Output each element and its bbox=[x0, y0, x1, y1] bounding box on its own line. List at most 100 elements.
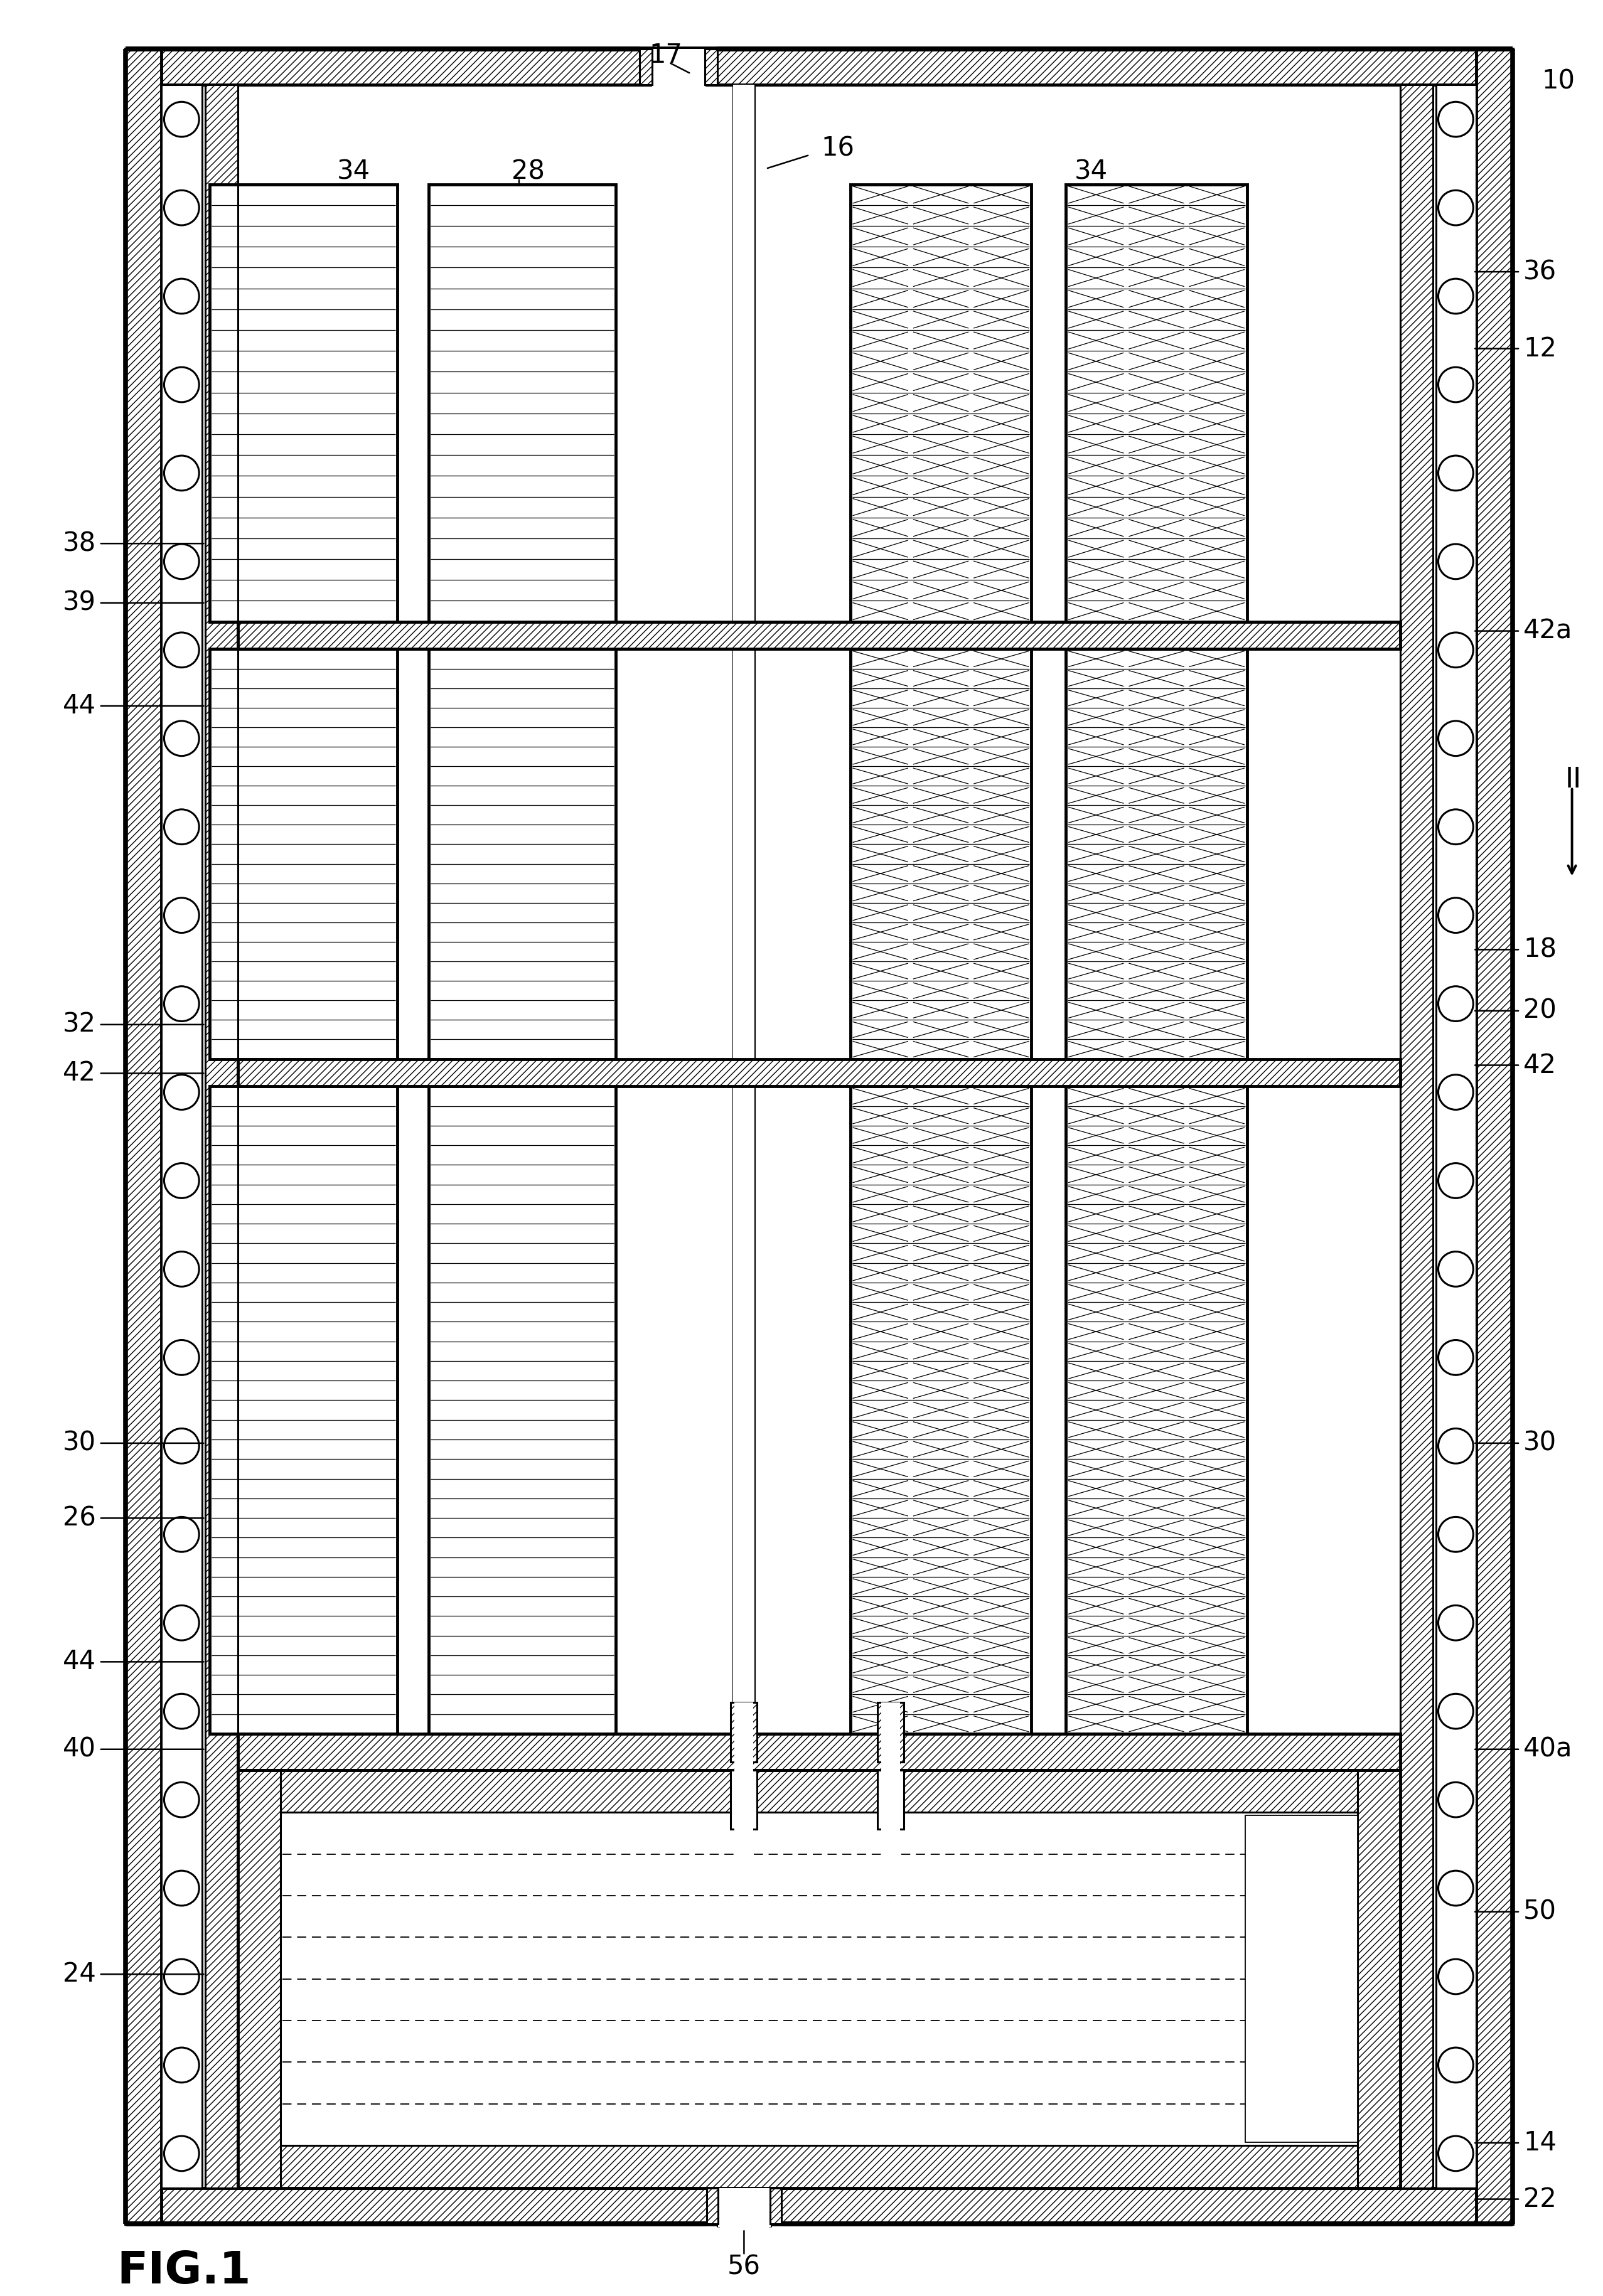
Circle shape bbox=[164, 1605, 199, 1639]
Text: 30: 30 bbox=[1523, 1430, 1557, 1456]
Bar bbox=[705, 48, 717, 85]
Bar bbox=[850, 650, 1031, 1058]
Bar bbox=[731, 1770, 757, 1830]
Circle shape bbox=[1438, 455, 1473, 491]
Circle shape bbox=[1438, 1341, 1473, 1375]
Bar bbox=[237, 2144, 1399, 2188]
Text: 10: 10 bbox=[1542, 69, 1574, 94]
Circle shape bbox=[164, 2135, 199, 2172]
Bar bbox=[1399, 85, 1433, 2188]
Text: 39: 39 bbox=[63, 590, 96, 615]
Circle shape bbox=[1438, 1075, 1473, 1109]
Text: 34: 34 bbox=[1074, 158, 1108, 186]
Bar bbox=[162, 85, 202, 2188]
Bar bbox=[428, 650, 616, 1058]
Circle shape bbox=[164, 721, 199, 755]
Bar bbox=[237, 1733, 1399, 1770]
Bar bbox=[237, 1770, 1399, 1812]
Circle shape bbox=[1438, 898, 1473, 932]
Text: 42: 42 bbox=[1523, 1052, 1557, 1079]
Text: 40a: 40a bbox=[1523, 1736, 1573, 1763]
Circle shape bbox=[164, 367, 199, 402]
Bar bbox=[707, 2188, 718, 2225]
Bar bbox=[882, 1701, 901, 1857]
Circle shape bbox=[164, 987, 199, 1022]
Bar bbox=[1246, 1816, 1358, 2142]
Bar bbox=[734, 1701, 753, 1857]
Circle shape bbox=[164, 631, 199, 668]
Text: 20: 20 bbox=[1523, 999, 1557, 1024]
Bar bbox=[1358, 1770, 1399, 2188]
Text: 17: 17 bbox=[649, 41, 683, 69]
Circle shape bbox=[164, 455, 199, 491]
Text: 30: 30 bbox=[63, 1430, 96, 1456]
Circle shape bbox=[1438, 101, 1473, 138]
Circle shape bbox=[164, 1694, 199, 1729]
Text: 14: 14 bbox=[1523, 2131, 1557, 2156]
Text: 42a: 42a bbox=[1523, 618, 1573, 645]
Bar bbox=[237, 1058, 1399, 1086]
Bar bbox=[237, 622, 1399, 650]
Circle shape bbox=[164, 1782, 199, 1816]
Text: 12: 12 bbox=[1523, 335, 1557, 363]
Text: 22: 22 bbox=[1523, 2186, 1557, 2213]
Circle shape bbox=[164, 1518, 199, 1552]
Bar bbox=[205, 85, 237, 2188]
Circle shape bbox=[164, 1164, 199, 1199]
Text: II: II bbox=[1565, 767, 1582, 792]
Bar bbox=[281, 1812, 1358, 2144]
Bar bbox=[718, 2188, 771, 2227]
Bar bbox=[125, 2188, 1513, 2225]
Circle shape bbox=[1438, 544, 1473, 579]
Circle shape bbox=[1438, 278, 1473, 315]
Text: 28: 28 bbox=[511, 158, 545, 186]
Text: 18: 18 bbox=[1523, 937, 1557, 962]
Circle shape bbox=[164, 810, 199, 845]
Circle shape bbox=[1438, 1605, 1473, 1639]
Text: FIG.1: FIG.1 bbox=[117, 2250, 252, 2294]
Text: 50: 50 bbox=[1523, 1899, 1557, 1924]
Circle shape bbox=[164, 1075, 199, 1109]
Circle shape bbox=[164, 1428, 199, 1463]
Bar bbox=[125, 48, 162, 2225]
Circle shape bbox=[1438, 1871, 1473, 1906]
Circle shape bbox=[164, 278, 199, 315]
Circle shape bbox=[164, 1958, 199, 1995]
Bar bbox=[237, 1770, 281, 2188]
Text: 38: 38 bbox=[63, 530, 96, 556]
Circle shape bbox=[1438, 810, 1473, 845]
Bar bbox=[731, 1701, 757, 1761]
Circle shape bbox=[1438, 1428, 1473, 1463]
Text: 32: 32 bbox=[63, 1013, 96, 1038]
Circle shape bbox=[1438, 1782, 1473, 1816]
Circle shape bbox=[164, 101, 199, 138]
Bar bbox=[428, 1086, 616, 1733]
Text: 34: 34 bbox=[337, 158, 370, 186]
Bar bbox=[640, 48, 652, 85]
Text: 42: 42 bbox=[63, 1061, 96, 1086]
Circle shape bbox=[1438, 631, 1473, 668]
Bar bbox=[237, 1770, 1399, 2188]
Circle shape bbox=[1438, 2048, 1473, 2082]
Bar bbox=[210, 184, 398, 622]
Bar bbox=[210, 1086, 398, 1733]
Bar bbox=[1476, 48, 1513, 2225]
Circle shape bbox=[1438, 1694, 1473, 1729]
Text: 26: 26 bbox=[63, 1504, 96, 1531]
Circle shape bbox=[1438, 1164, 1473, 1199]
Bar bbox=[850, 1086, 1031, 1733]
Bar bbox=[125, 48, 1513, 85]
Bar bbox=[878, 1770, 904, 1830]
Circle shape bbox=[164, 1251, 199, 1286]
Text: 40: 40 bbox=[63, 1736, 96, 1763]
Circle shape bbox=[164, 1341, 199, 1375]
Circle shape bbox=[1438, 1958, 1473, 1995]
Bar bbox=[428, 184, 616, 622]
Bar bbox=[878, 1701, 904, 1761]
Bar bbox=[771, 2188, 782, 2225]
Text: 36: 36 bbox=[1523, 259, 1557, 285]
Circle shape bbox=[1438, 721, 1473, 755]
Circle shape bbox=[164, 191, 199, 225]
Bar bbox=[210, 650, 398, 1058]
Text: 44: 44 bbox=[63, 1649, 96, 1676]
